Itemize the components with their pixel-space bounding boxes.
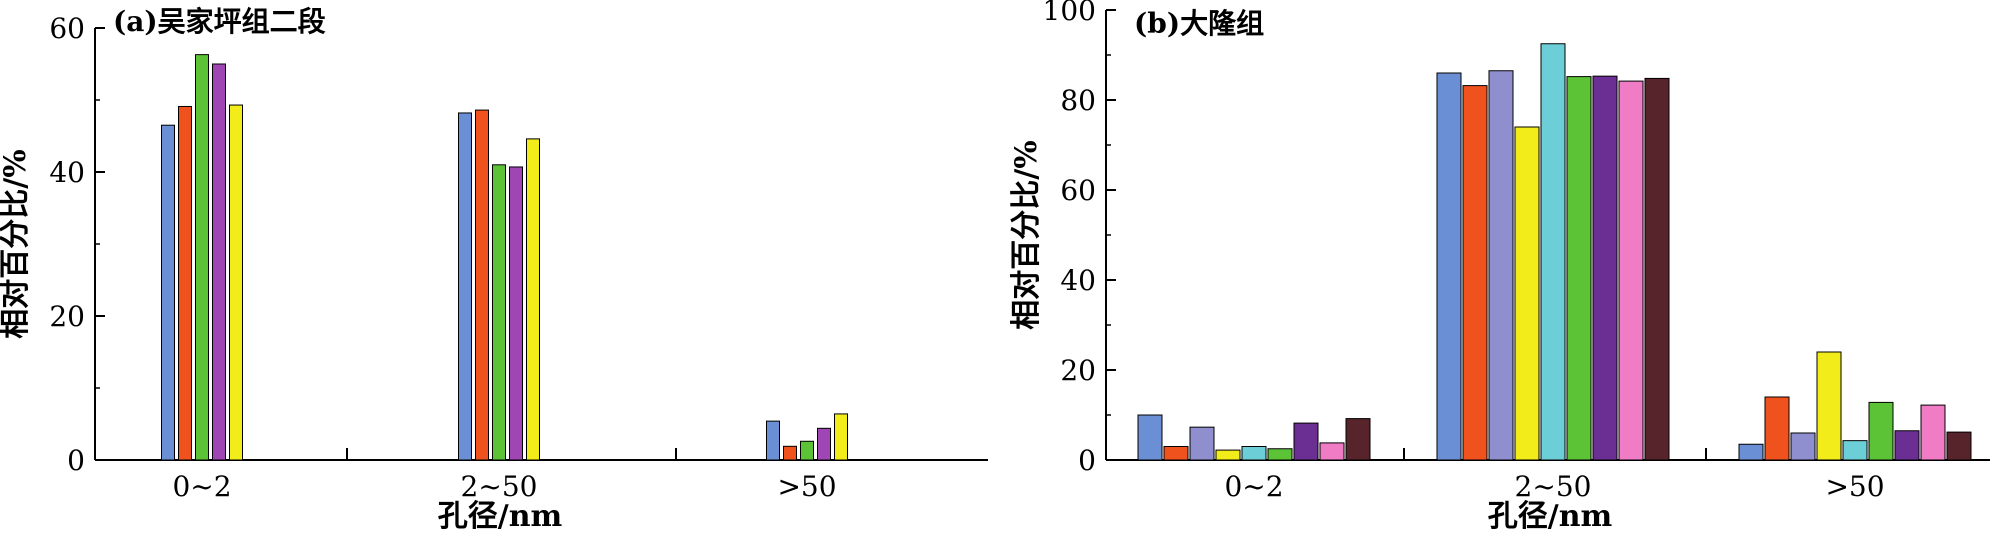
bar (1816, 351, 1842, 461)
bar (1293, 422, 1319, 461)
bar (1920, 404, 1946, 461)
y-tick-label: 100 (1043, 0, 1096, 27)
bar (195, 54, 209, 461)
bar (1514, 126, 1540, 461)
y-tick-label: 0 (1078, 444, 1096, 477)
bar (229, 104, 243, 461)
bar (1488, 70, 1514, 461)
bar (1540, 43, 1566, 461)
bar (1618, 80, 1644, 461)
chart-title: (a)吴家坪组二段 (113, 5, 326, 38)
x-tick-label: 2~50 (461, 470, 538, 503)
chart-title: (b)大隆组 (1134, 7, 1264, 40)
bar (1345, 418, 1371, 461)
bar (783, 445, 797, 461)
x-tick-label: >50 (1825, 470, 1884, 503)
y-tick-label: 40 (49, 156, 85, 189)
bar (1790, 432, 1816, 461)
bar (1868, 401, 1894, 461)
bar (1215, 449, 1241, 461)
y-tick-label: 80 (1060, 84, 1096, 117)
bar (492, 164, 506, 461)
bar (1764, 396, 1790, 461)
bar (1436, 72, 1462, 461)
y-axis-label: 相对百分比/% (1009, 140, 1044, 329)
bar (1566, 76, 1592, 461)
y-tick-label: 20 (1060, 354, 1096, 387)
bar (1137, 414, 1163, 461)
x-tick-label: >50 (777, 470, 836, 503)
bar (1163, 446, 1189, 461)
bar (526, 138, 540, 461)
bar (178, 105, 192, 461)
bar (509, 166, 523, 461)
x-tick-label: 2~50 (1515, 470, 1592, 503)
x-tick-label: 0~2 (172, 470, 231, 503)
x-tick-label: 0~2 (1224, 470, 1283, 503)
bar (800, 440, 814, 461)
bar (1738, 443, 1764, 461)
bar (475, 109, 489, 461)
bar (1462, 85, 1488, 461)
y-tick-label: 60 (49, 12, 85, 45)
y-tick-label: 0 (67, 444, 85, 477)
x-axis-label: 孔径/nm (438, 499, 563, 533)
x-axis-label: 孔径/nm (1488, 499, 1613, 533)
y-axis-label: 相对百分比/% (0, 149, 33, 338)
bar (1319, 442, 1345, 461)
bar (1842, 440, 1868, 461)
bar (1189, 426, 1215, 461)
bar (1267, 448, 1293, 461)
bar (1241, 446, 1267, 461)
bar (766, 420, 780, 461)
bar (1644, 77, 1670, 461)
bar (458, 112, 472, 461)
y-tick-label: 60 (1060, 174, 1096, 207)
bar (817, 427, 831, 461)
bar (212, 63, 226, 461)
bar (1894, 430, 1920, 461)
y-tick-label: 40 (1060, 264, 1096, 297)
bar (1946, 431, 1972, 461)
bar (1592, 75, 1618, 461)
bar (834, 413, 848, 461)
bar (161, 124, 175, 461)
y-tick-label: 20 (49, 300, 85, 333)
